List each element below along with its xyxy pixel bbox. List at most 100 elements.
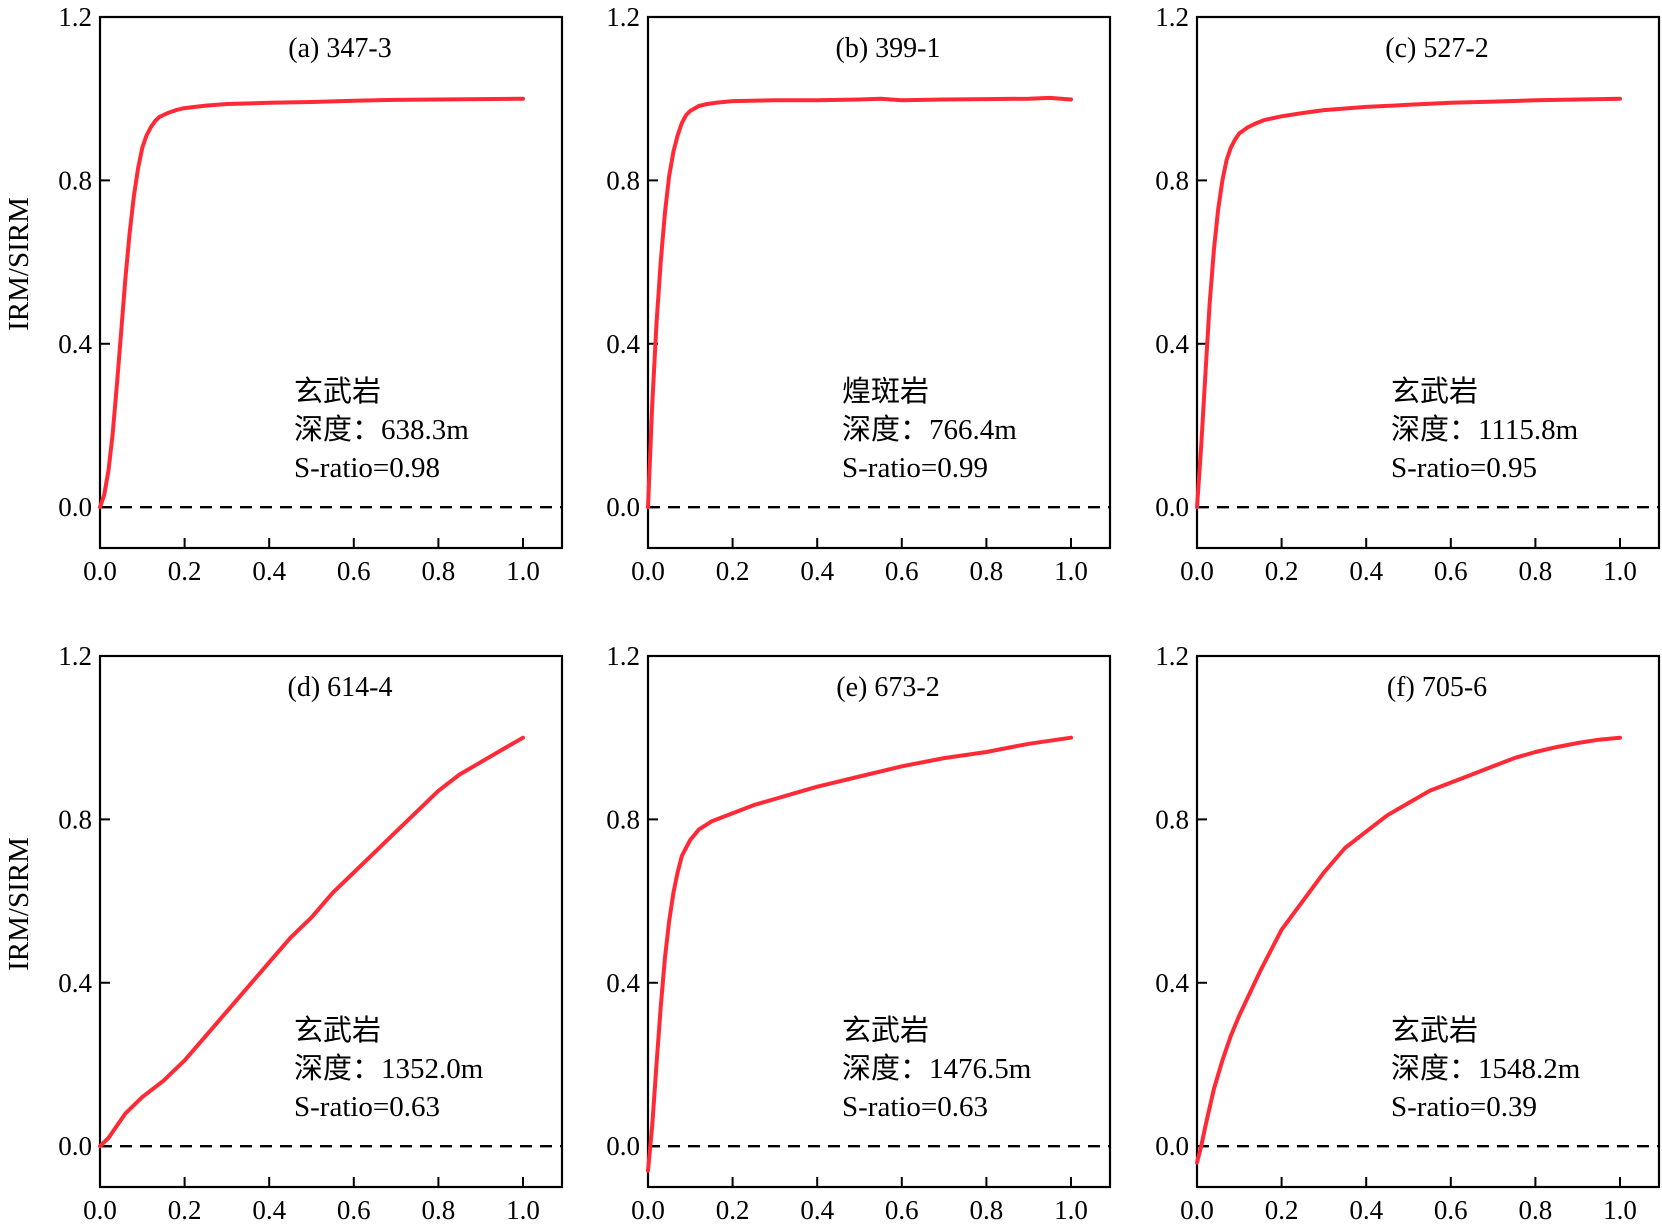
x-tick-label: 0.6 [337, 1195, 371, 1225]
annotation-line: 深度：1352.0m [294, 1052, 484, 1085]
annotation-line: 深度：1476.5m [842, 1052, 1032, 1085]
x-tick-label: 0.4 [1349, 1195, 1383, 1225]
panel-title: (b) 399-1 [836, 33, 941, 64]
y-tick-label: 0.8 [58, 165, 92, 195]
x-tick-label: 0.6 [885, 556, 919, 586]
y-tick-label: 1.2 [1155, 2, 1189, 32]
annotation-line: 煌斑岩 [842, 375, 929, 408]
y-tick-label: 0.0 [1155, 492, 1189, 522]
x-tick-label: 1.0 [1054, 1195, 1088, 1225]
x-tick-label: 0.8 [970, 1195, 1004, 1225]
annotation-line: 玄武岩 [294, 375, 381, 408]
x-tick-label: 0.8 [1519, 1195, 1553, 1225]
x-tick-label: 1.0 [506, 556, 540, 586]
y-tick-label: 0.0 [58, 1131, 92, 1161]
y-tick-label: 0.8 [1155, 165, 1189, 195]
panel-title: (d) 614-4 [288, 672, 393, 703]
x-tick-label: 0.4 [800, 556, 834, 586]
x-tick-label: 1.0 [1054, 556, 1088, 586]
irm-curve-673-2 [646, 735, 1073, 1173]
plot-frame [98, 654, 564, 1189]
y-tick-label: 0.4 [606, 329, 640, 359]
irm-curve-614-4 [98, 735, 525, 1149]
plot-frame [1195, 15, 1661, 550]
x-tick-label: 0.4 [1349, 556, 1383, 586]
y-tick-label: 0.4 [1155, 329, 1189, 359]
x-tick-label: 0.4 [252, 556, 286, 586]
plot-frame [646, 654, 1112, 1189]
panel-title: (e) 673-2 [836, 672, 939, 703]
y-tick-label: 0.4 [58, 329, 92, 359]
plot-frame [1195, 654, 1661, 1189]
x-tick-label: 0.2 [168, 556, 202, 586]
x-tick-label: 0.2 [716, 1195, 750, 1225]
panel-title: (c) 527-2 [1385, 33, 1488, 64]
x-tick-label: 0.6 [885, 1195, 919, 1225]
irm-curve-399-1 [646, 95, 1073, 510]
annotation-line: S-ratio=0.99 [842, 452, 988, 484]
y-tick-label: 1.2 [1155, 641, 1189, 671]
x-tick-label: 0.0 [83, 556, 117, 586]
y-tick-label: 1.2 [606, 2, 640, 32]
x-tick-label: 0.2 [716, 556, 750, 586]
x-tick-label: 0.0 [631, 556, 665, 586]
y-tick-label: 0.0 [58, 492, 92, 522]
y-tick-label: 0.0 [606, 1131, 640, 1161]
y-tick-label: 0.8 [58, 804, 92, 834]
annotation-line: S-ratio=0.63 [294, 1091, 440, 1123]
panel-title: (a) 347-3 [288, 33, 391, 64]
annotation-line: S-ratio=0.63 [842, 1091, 988, 1123]
annotation-line: 玄武岩 [1391, 1014, 1478, 1047]
panel-1: 0.0 0.2 0.4 0.6 0.8 1.0 0.0 0.4 0.8 1.2 (b) 399-1 煌… [606, 2, 1112, 586]
x-tick-label: 1.0 [506, 1195, 540, 1225]
y-tick-label: 0.8 [1155, 804, 1189, 834]
panel-5: 0.0 0.2 0.4 0.6 0.8 1.0 0.0 0.4 0.8 1.2 (f) 705-6 玄… [1155, 641, 1661, 1225]
y-axis-label-bottom: IRM/SIRM [3, 837, 35, 971]
y-tick-label: 0.0 [1155, 1131, 1189, 1161]
x-tick-label: 0.6 [1434, 556, 1468, 586]
annotation-line: S-ratio=0.39 [1391, 1091, 1537, 1123]
annotation-line: 玄武岩 [294, 1014, 381, 1047]
y-tick-label: 1.2 [606, 641, 640, 671]
x-tick-label: 1.0 [1603, 556, 1637, 586]
panel-3: 0.0 0.2 0.4 0.6 0.8 1.0 0.0 0.4 0.8 1.2 (d) 614-4 玄… [58, 641, 564, 1225]
x-tick-label: 0.2 [1265, 1195, 1299, 1225]
annotation-line: 玄武岩 [842, 1014, 929, 1047]
y-axis-label-top: IRM/SIRM [3, 197, 35, 331]
panels: 0.0 0.2 0.4 0.6 0.8 1.0 0.0 0.4 0.8 1.2 (a) 347-3 玄… [58, 2, 1661, 1225]
x-tick-label: 0.8 [1519, 556, 1553, 586]
x-tick-label: 0.0 [1180, 1195, 1214, 1225]
y-tick-label: 0.4 [606, 968, 640, 998]
annotation-line: 深度：766.4m [842, 413, 1017, 446]
irm-curve-347-3 [98, 96, 525, 510]
x-tick-label: 0.2 [168, 1195, 202, 1225]
x-tick-label: 0.8 [970, 556, 1004, 586]
x-tick-label: 0.6 [1434, 1195, 1468, 1225]
y-tick-label: 0.0 [606, 492, 640, 522]
annotation-line: 深度：1115.8m [1391, 413, 1579, 446]
x-tick-label: 0.0 [83, 1195, 117, 1225]
y-tick-label: 0.8 [606, 165, 640, 195]
x-tick-label: 0.8 [422, 556, 456, 586]
y-tick-label: 0.8 [606, 804, 640, 834]
plot-frame [646, 15, 1112, 550]
x-tick-label: 0.0 [1180, 556, 1214, 586]
panel-title: (f) 705-6 [1387, 672, 1487, 703]
annotation-line: 深度：638.3m [294, 413, 469, 446]
annotation-line: S-ratio=0.98 [294, 452, 440, 484]
irm-curve-705-6 [1195, 735, 1622, 1165]
x-tick-label: 0.0 [631, 1195, 665, 1225]
panel-2: 0.0 0.2 0.4 0.6 0.8 1.0 0.0 0.4 0.8 1.2 (c) 527-2 玄… [1155, 2, 1661, 586]
annotation-line: 深度：1548.2m [1391, 1052, 1581, 1085]
x-tick-label: 0.2 [1265, 556, 1299, 586]
irm-curve-527-2 [1195, 96, 1622, 510]
y-tick-label: 1.2 [58, 641, 92, 671]
x-tick-label: 0.8 [422, 1195, 456, 1225]
x-tick-label: 0.4 [800, 1195, 834, 1225]
panel-0: 0.0 0.2 0.4 0.6 0.8 1.0 0.0 0.4 0.8 1.2 (a) 347-3 玄… [58, 2, 564, 586]
y-tick-label: 0.4 [58, 968, 92, 998]
annotation-line: S-ratio=0.95 [1391, 452, 1537, 484]
plot-frame [98, 15, 564, 550]
y-tick-label: 0.4 [1155, 968, 1189, 998]
x-tick-label: 0.6 [337, 556, 371, 586]
